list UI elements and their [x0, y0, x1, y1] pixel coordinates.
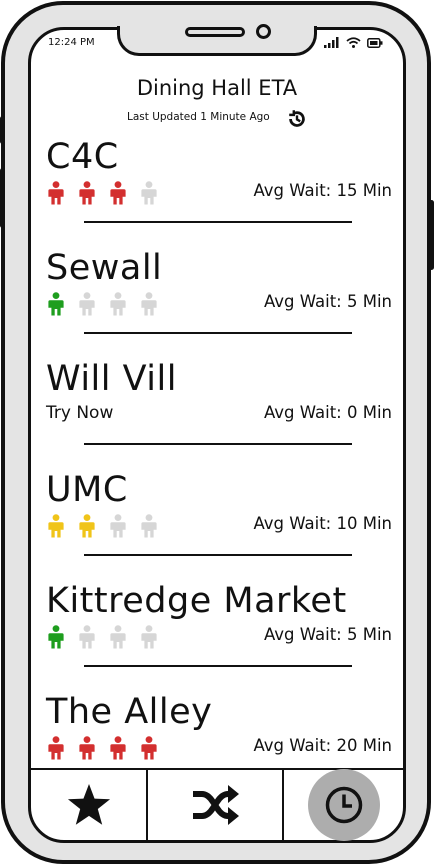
camera: [256, 24, 271, 39]
hall-name: C4C: [46, 137, 119, 177]
person-icon-empty: [140, 292, 158, 320]
crowd-level-indicator: [47, 514, 158, 542]
crowd-level-indicator: [47, 736, 158, 764]
tab-random[interactable]: [148, 770, 282, 840]
person-icon-filled: [78, 181, 96, 209]
side-button-left-1: [0, 116, 5, 144]
person-icon-filled: [47, 625, 65, 653]
dining-hall-row[interactable]: C4C Avg Wait: 15 Min: [0, 137, 434, 227]
row-divider: [84, 332, 352, 334]
person-icon-filled: [109, 736, 127, 764]
avg-wait-text: Avg Wait: 5 Min: [263, 625, 392, 644]
person-icon-empty: [78, 292, 96, 320]
row-divider: [84, 443, 352, 445]
person-icon-empty: [140, 181, 158, 209]
dining-hall-row[interactable]: The Alley Avg Wait: 20 Min: [0, 692, 434, 782]
tab-wait-times[interactable]: [284, 769, 403, 841]
side-button-left-2: [0, 168, 5, 228]
hall-name: Sewall: [46, 248, 163, 288]
status-icons: [324, 37, 383, 48]
dining-hall-row[interactable]: Kittredge Market Avg Wait: 5 Min: [0, 581, 434, 671]
hall-name: Kittredge Market: [46, 581, 347, 621]
tab-divider: [146, 770, 148, 840]
person-icon-empty: [109, 625, 127, 653]
star-icon: [67, 783, 110, 825]
person-icon-filled: [109, 181, 127, 209]
signal-icon: [324, 37, 339, 48]
hall-note: Try Now: [46, 403, 114, 423]
person-icon-empty: [78, 625, 96, 653]
dining-hall-row[interactable]: Will Vill Try Now Avg Wait: 0 Min: [0, 359, 434, 449]
screen: [28, 27, 406, 843]
tab-bar: [31, 768, 403, 842]
person-icon-empty: [140, 625, 158, 653]
shuffle-icon: [193, 785, 239, 825]
avg-wait-text: Avg Wait: 15 Min: [253, 181, 392, 200]
hall-name: UMC: [46, 470, 128, 510]
person-icon-filled: [78, 736, 96, 764]
crowd-level-indicator: [47, 181, 158, 209]
dining-hall-row[interactable]: Sewall Avg Wait: 5 Min: [0, 248, 434, 338]
avg-wait-text: Avg Wait: 20 Min: [253, 736, 392, 755]
hall-name: The Alley: [46, 692, 213, 732]
avg-wait-text: Avg Wait: 5 Min: [263, 292, 392, 311]
person-icon-filled: [47, 181, 65, 209]
notch: [117, 26, 317, 56]
person-icon-empty: [109, 514, 127, 542]
speaker: [185, 27, 245, 37]
avg-wait-text: Avg Wait: 0 Min: [263, 403, 392, 422]
clock-button[interactable]: [307, 769, 380, 841]
row-divider: [84, 665, 352, 667]
person-icon-filled: [140, 736, 158, 764]
tab-divider: [282, 770, 284, 840]
history-icon[interactable]: [286, 108, 308, 130]
person-icon-filled: [47, 292, 65, 320]
person-icon-filled: [47, 514, 65, 542]
row-divider: [84, 554, 352, 556]
side-button-right: [429, 200, 434, 270]
person-icon-filled: [47, 736, 65, 764]
battery-icon: [367, 38, 383, 48]
crowd-level-indicator: [47, 625, 158, 653]
person-icon-empty: [140, 514, 158, 542]
last-updated-text: Last Updated 1 Minute Ago: [127, 111, 270, 123]
tab-favorites[interactable]: [31, 770, 146, 840]
avg-wait-text: Avg Wait: 10 Min: [253, 514, 392, 533]
crowd-level-indicator: [47, 292, 158, 320]
person-icon-empty: [109, 292, 127, 320]
status-time: 12:24 PM: [48, 37, 95, 48]
row-divider: [84, 221, 352, 223]
dining-hall-row[interactable]: UMC Avg Wait: 10 Min: [0, 470, 434, 560]
clock-icon: [325, 786, 362, 824]
wifi-icon: [346, 37, 361, 48]
person-icon-filled: [78, 514, 96, 542]
hall-name: Will Vill: [46, 359, 177, 399]
page-title: Dining Hall ETA: [136, 76, 298, 100]
